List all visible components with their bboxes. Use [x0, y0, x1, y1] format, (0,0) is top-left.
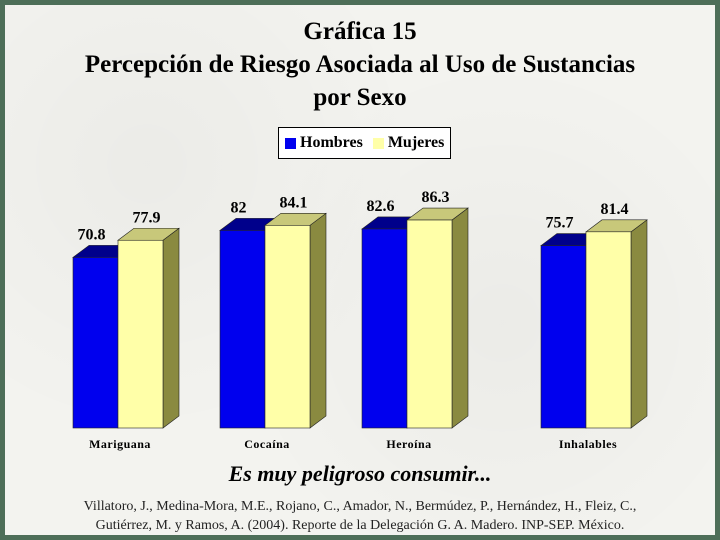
- bar-side-mujeres-3: [630, 219, 648, 429]
- bar-side-mujeres-1: [309, 212, 327, 429]
- data-label-hombres-3: 75.7: [546, 215, 574, 232]
- chart-subtitle: Es muy peligroso consumir...: [228, 461, 492, 486]
- bar-mujeres-1: [264, 225, 311, 429]
- bar-hombres-1: [219, 230, 266, 429]
- bar-chart: 70.8 77.9 Mariguana 82 84.1 Cocaína 82.6 86.3 He…: [72, 189, 648, 451]
- bar-side-mujeres-2: [451, 207, 469, 429]
- legend-label-hombres: Hombres: [300, 134, 363, 151]
- category-label-3: Inhalables: [559, 437, 617, 451]
- bar-hombres-0: [72, 257, 119, 429]
- chart-title-line-1: Gráfica 15: [303, 18, 417, 45]
- bar-mujeres-2: [406, 219, 453, 429]
- chart-title-line-2: Percepción de Riesgo Asociada al Uso de …: [84, 51, 636, 78]
- legend-label-mujeres: Mujeres: [387, 134, 445, 151]
- data-label-mujeres-2: 86.3: [422, 189, 450, 206]
- category-label-2: Heroína: [386, 437, 431, 451]
- legend-swatch-hombres: [285, 137, 296, 149]
- data-label-mujeres-0: 77.9: [133, 209, 161, 226]
- citation: Villatoro, J., Medina-Mora, M.E., Rojano…: [5, 497, 715, 535]
- data-label-mujeres-1: 84.1: [280, 194, 308, 211]
- chart-title-line-3: por Sexo: [313, 84, 407, 111]
- legend-item-hombres: Hombres: [285, 134, 363, 152]
- legend-item-mujeres: Mujeres: [372, 134, 445, 152]
- citation-line-1: Villatoro, J., Medina-Mora, M.E., Rojano…: [83, 499, 637, 514]
- bar-mujeres-3: [585, 231, 632, 429]
- citation-line-2: Gutiérrez, M. y Ramos, A. (2004). Report…: [95, 518, 625, 533]
- bar-side-mujeres-0: [162, 227, 180, 429]
- chart-legend: Hombres Mujeres: [278, 127, 452, 159]
- category-label-1: Cocaína: [244, 437, 290, 451]
- bar-mujeres-0: [117, 239, 164, 429]
- legend-swatch-mujeres: [372, 137, 384, 149]
- data-label-hombres-1: 82: [231, 199, 247, 216]
- data-label-mujeres-3: 81.4: [601, 201, 629, 218]
- data-label-hombres-0: 70.8: [78, 226, 106, 243]
- bar-hombres-3: [540, 245, 587, 429]
- category-label-0: Mariguana: [89, 437, 151, 451]
- bar-hombres-2: [361, 228, 408, 429]
- data-label-hombres-2: 82.6: [367, 198, 395, 215]
